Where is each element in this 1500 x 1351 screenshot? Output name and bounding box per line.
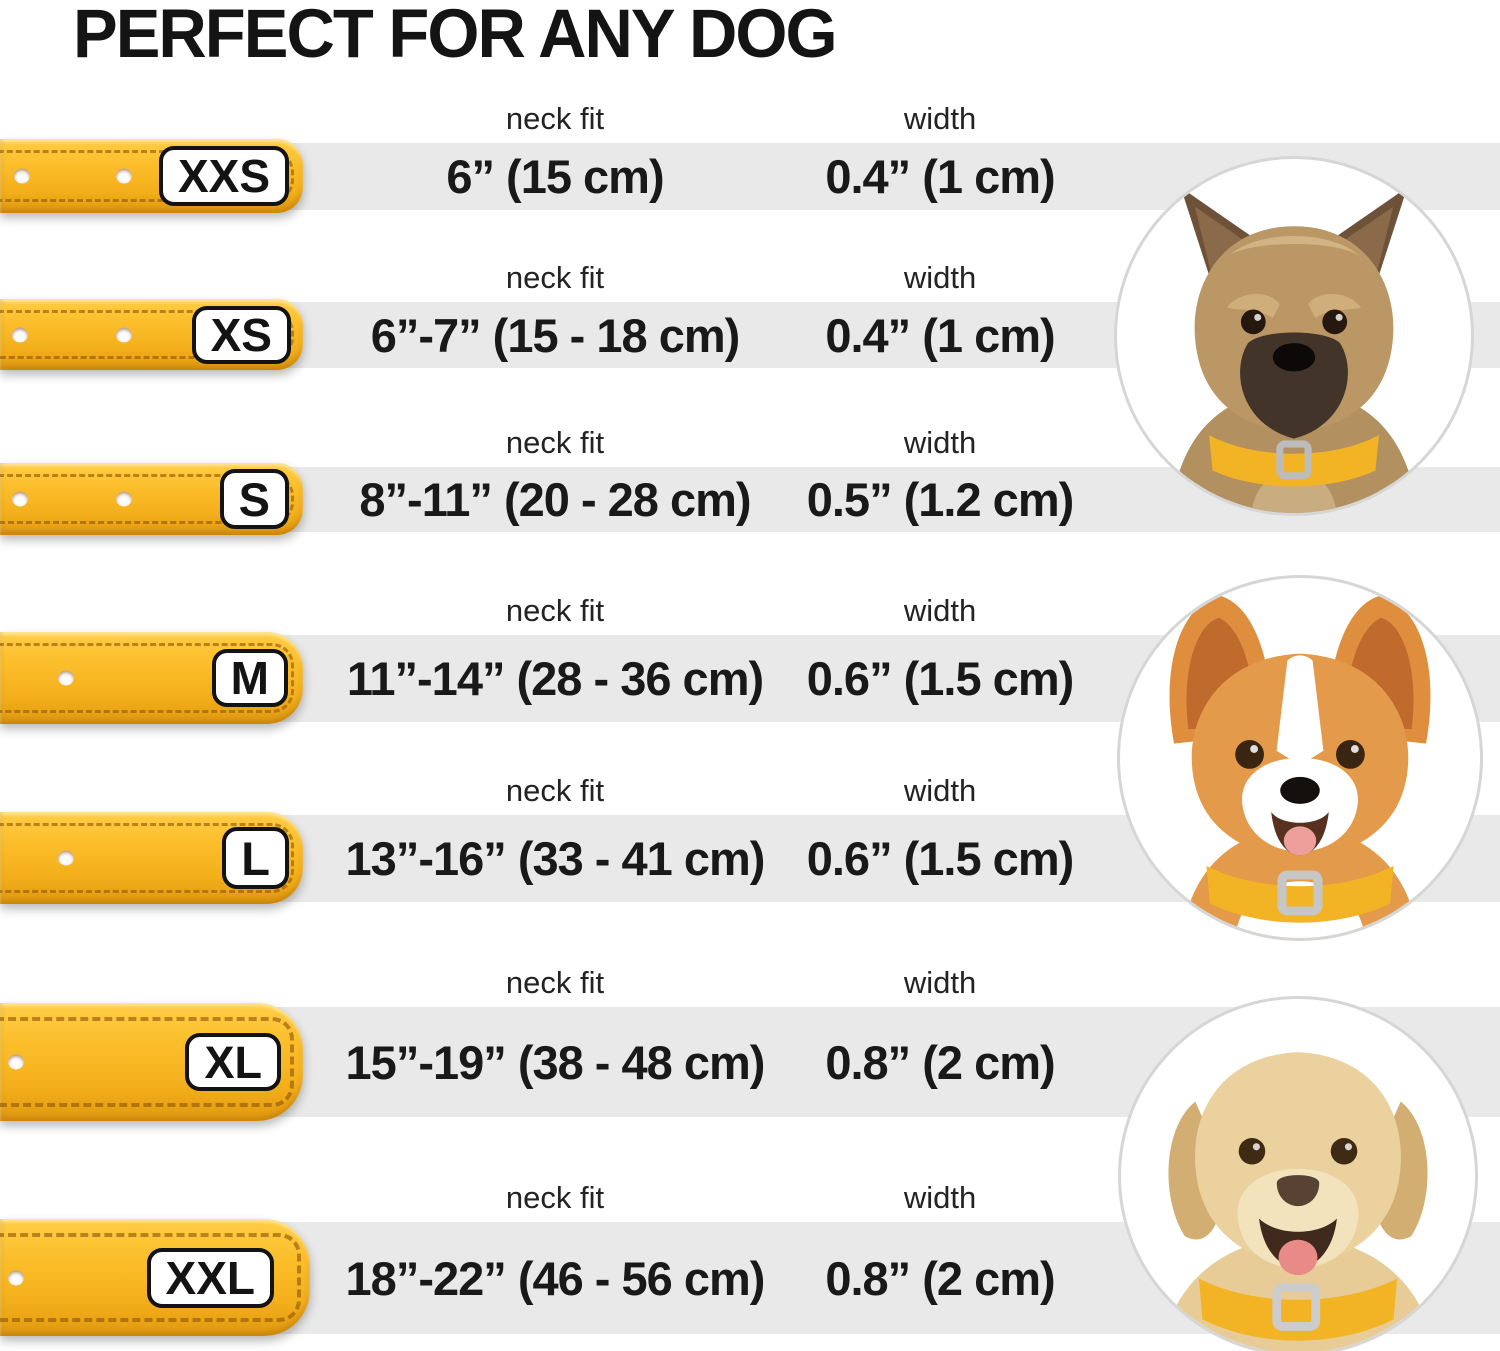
column-header-neck-fit: neck fit [505,965,605,1000]
collar-hole [58,850,74,866]
size-badge-label: XXL [165,1251,255,1304]
size-badge: XXL [146,1247,274,1308]
size-badge-label: S [238,472,270,526]
neck-fit-value: 6”-7” (15 - 18 cm) [370,308,741,362]
neck-fit-value: 11”-14” (28 - 36 cm) [346,652,764,705]
column-header-width: width [903,101,977,136]
size-badge: L [222,827,289,889]
collar-hole [14,168,30,184]
neck-fit-value: 15”-19” (38 - 48 cm) [345,1035,766,1089]
stitch-line [0,1017,294,1107]
collar-strap: XXL [0,1219,310,1336]
column-header-neck-fit: neck fit [505,101,605,136]
labrador-photo [1118,996,1478,1351]
column-header-width: width [903,773,977,808]
size-badge: S [219,469,289,529]
column-header-width: width [903,425,977,460]
size-badge-label: XXS [177,150,270,202]
corgi-illustration [1169,596,1431,938]
stitch-line [0,474,294,524]
collar-hole [12,327,28,342]
corgi-photo [1117,575,1483,941]
size-badge: M [211,649,288,707]
collar-hole [8,1054,24,1070]
column-header-width: width [903,593,977,628]
width-value: 0.4” (1 cm) [825,308,1055,362]
width-value: 0.6” (1.5 cm) [806,832,1075,885]
column-header-neck-fit: neck fit [505,260,605,295]
collar-hole [116,327,132,342]
terrier-illustration [1170,187,1418,513]
column-header-width: width [903,1180,977,1215]
neck-fit-value: 18”-22” (46 - 56 cm) [345,1251,766,1305]
collar-strap: M [0,632,303,724]
collar-strap: L [0,812,303,904]
neck-fit-value: 6” (15 cm) [446,150,664,203]
column-header-width: width [903,260,977,295]
collar-hole [8,1270,24,1285]
neck-fit-value: 13”-16” (33 - 41 cm) [345,832,766,885]
stitch-line [0,1233,301,1322]
column-header-neck-fit: neck fit [505,425,605,460]
column-header-width: width [903,965,977,1000]
collar-hole [12,491,28,507]
collar-strap: XS [0,299,303,370]
width-value: 0.4” (1 cm) [825,150,1055,203]
size-badge: XL [185,1033,281,1091]
column-header-neck-fit: neck fit [505,1180,605,1215]
page-title: PERFECT FOR ANY DOG [73,0,838,72]
collar-hole [116,168,132,184]
width-value: 0.5” (1.2 cm) [806,473,1075,526]
width-value: 0.8” (2 cm) [825,1251,1055,1305]
size-badge-label: M [230,652,269,704]
width-value: 0.6” (1.5 cm) [806,652,1075,705]
width-value: 0.8” (2 cm) [825,1035,1055,1089]
collar-strap: XL [0,1003,303,1121]
size-badge: XXS [158,146,289,206]
collar-strap: S [0,463,303,535]
labrador-illustration [1160,1052,1436,1351]
stitch-line [0,310,294,359]
collar-strap: XXS [0,139,303,213]
stitch-line [0,150,294,202]
stitch-line [0,823,294,893]
size-badge-label: L [241,831,270,885]
terrier-photo [1114,156,1474,516]
size-badge: XS [191,305,291,364]
size-badge-label: XS [210,308,272,361]
size-badge-label: XL [204,1036,262,1088]
column-header-neck-fit: neck fit [505,593,605,628]
collar-hole [58,670,74,686]
collar-hole [116,491,132,507]
neck-fit-value: 8”-11” (20 - 28 cm) [359,473,751,526]
stitch-line [0,643,294,713]
column-header-neck-fit: neck fit [505,773,605,808]
